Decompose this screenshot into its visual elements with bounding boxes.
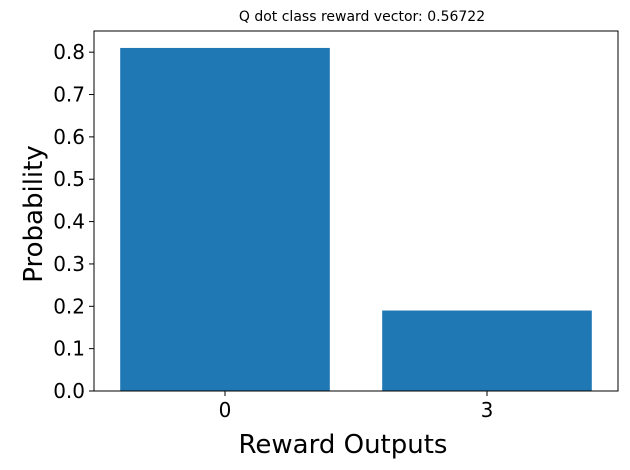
plot-frame <box>93 30 619 392</box>
y-tick-label: 0.0 <box>53 379 85 403</box>
bar-3 <box>382 310 592 391</box>
y-tick-label: 0.4 <box>53 210 85 234</box>
y-tick-label: 0.1 <box>53 337 85 361</box>
y-axis-label: Probability <box>19 145 49 282</box>
y-tick-label: 0.8 <box>53 40 85 64</box>
y-axis: 0.0 0.1 0.2 0.3 0.4 0.5 0.6 0.7 0.8 <box>53 40 94 403</box>
y-tick-label: 0.2 <box>53 294 85 318</box>
x-axis-label: Reward Outputs <box>239 430 448 460</box>
x-tick-label: 3 <box>481 398 494 422</box>
y-tick-label: 0.7 <box>53 83 85 107</box>
chart-title: Q dot class reward vector: 0.56722 <box>239 9 485 25</box>
y-tick-label: 0.6 <box>53 125 85 149</box>
y-tick-label: 0.5 <box>53 167 85 191</box>
y-tick-label: 0.3 <box>53 252 85 276</box>
bar-0 <box>120 47 330 392</box>
x-tick-label: 0 <box>219 398 232 422</box>
plot-area <box>93 30 619 392</box>
